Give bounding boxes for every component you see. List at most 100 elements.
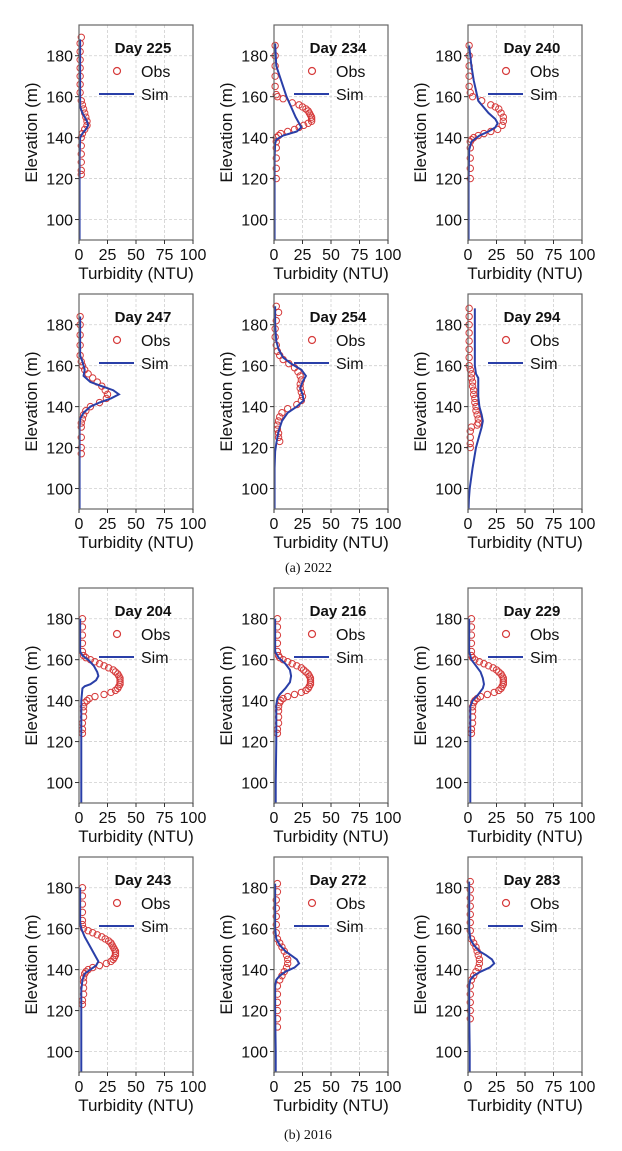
x-tick-label: 75 — [156, 810, 174, 827]
obs-point — [77, 166, 85, 175]
legend-obs-marker — [501, 66, 511, 76]
x-tick-label: 75 — [545, 516, 563, 533]
obs-point — [109, 666, 117, 674]
obs-point — [116, 678, 124, 686]
obs-point — [279, 95, 287, 103]
x-tick-label: 50 — [127, 1079, 145, 1096]
sim-line — [467, 308, 484, 510]
y-tick-label: 140 — [435, 694, 462, 711]
y-tick-label: 160 — [241, 922, 268, 939]
obs-point — [296, 384, 304, 392]
y-axis-label: Elevation (m) — [217, 914, 236, 1014]
y-tick-label: 140 — [241, 694, 268, 711]
y-tick-label: 180 — [241, 881, 268, 898]
legend-obs-label: Obs — [530, 64, 559, 81]
y-tick-label: 120 — [241, 172, 268, 189]
y-tick-label: 100 — [435, 482, 462, 499]
legend-sim-label: Sim — [141, 87, 169, 104]
obs-point — [272, 904, 280, 912]
obs-point — [480, 660, 488, 668]
y-tick-label: 120 — [46, 441, 73, 458]
legend-obs-marker — [307, 898, 317, 908]
x-tick-label: 75 — [351, 810, 369, 827]
obs-point — [466, 894, 474, 902]
x-tick-label: 25 — [99, 516, 117, 533]
obs-point — [293, 662, 301, 670]
obs-point — [465, 82, 473, 91]
y-tick-label: 100 — [46, 1045, 73, 1062]
sim-line — [467, 45, 499, 240]
panel-title: Day 272 — [310, 872, 367, 889]
x-tick-label: 100 — [375, 810, 402, 827]
y-tick-label: 160 — [435, 922, 462, 939]
panel-title: Day 283 — [504, 872, 561, 889]
y-tick-label: 160 — [435, 90, 462, 107]
obs-point — [114, 684, 122, 693]
obs-point — [272, 164, 280, 173]
obs-point — [283, 959, 292, 968]
y-tick-label: 120 — [241, 441, 268, 458]
obs-point — [468, 378, 477, 386]
sim-line — [78, 316, 121, 509]
legend-sim-label: Sim — [336, 87, 364, 104]
obs-point — [473, 411, 481, 419]
caption-b: (b) 2016 — [284, 1128, 332, 1143]
x-tick-label: 25 — [488, 810, 506, 827]
x-tick-label: 100 — [569, 810, 596, 827]
obs-point — [272, 912, 280, 921]
y-axis-label: Elevation (m) — [411, 351, 430, 451]
x-tick-label: 75 — [156, 516, 174, 533]
obs-point — [307, 113, 316, 121]
legend-obs-label: Obs — [336, 896, 365, 913]
obs-point — [467, 423, 476, 431]
legend-obs-marker — [501, 629, 511, 639]
legend-obs-label: Obs — [141, 627, 170, 644]
y-tick-label: 180 — [435, 318, 462, 335]
obs-point — [271, 72, 279, 80]
obs-point — [111, 949, 120, 957]
legend-obs-marker — [112, 898, 122, 908]
x-tick-label: 25 — [99, 1079, 117, 1096]
y-axis-label: Elevation (m) — [411, 914, 430, 1014]
legend-obs-label: Obs — [530, 333, 559, 350]
obs-point — [290, 690, 299, 699]
obs-point — [472, 407, 480, 415]
y-tick-label: 140 — [46, 131, 73, 148]
obs-point — [466, 886, 474, 894]
y-tick-label: 160 — [46, 359, 73, 376]
obs-point — [85, 694, 93, 703]
obs-point — [272, 302, 280, 310]
obs-point — [77, 150, 85, 158]
y-tick-label: 120 — [241, 1004, 268, 1021]
obs-point — [465, 353, 473, 362]
y-axis-label: Elevation (m) — [22, 645, 41, 745]
x-tick-label: 0 — [270, 1079, 279, 1096]
x-tick-label: 50 — [322, 1079, 340, 1096]
x-axis-label: Turbidity (NTU) — [78, 827, 194, 846]
sim-line — [274, 618, 293, 803]
legend-obs-marker — [501, 335, 511, 345]
x-tick-label: 0 — [464, 516, 473, 533]
panel-title: Day 216 — [310, 603, 367, 620]
x-axis-label: Turbidity (NTU) — [78, 264, 194, 283]
legend-obs-label: Obs — [336, 64, 365, 81]
legend-obs-marker — [307, 66, 317, 76]
x-tick-label: 0 — [75, 810, 84, 827]
obs-point — [288, 660, 296, 668]
y-tick-label: 180 — [435, 49, 462, 66]
x-tick-label: 50 — [516, 516, 534, 533]
obs-point — [466, 154, 474, 162]
y-tick-label: 120 — [46, 735, 73, 752]
x-axis-label: Turbidity (NTU) — [273, 264, 389, 283]
y-tick-label: 180 — [46, 612, 73, 629]
sim-line — [468, 618, 485, 803]
obs-point — [283, 692, 292, 701]
x-tick-label: 100 — [180, 516, 207, 533]
y-tick-label: 140 — [46, 963, 73, 980]
x-tick-label: 0 — [270, 810, 279, 827]
y-tick-label: 100 — [241, 1045, 268, 1062]
obs-point — [86, 402, 95, 411]
